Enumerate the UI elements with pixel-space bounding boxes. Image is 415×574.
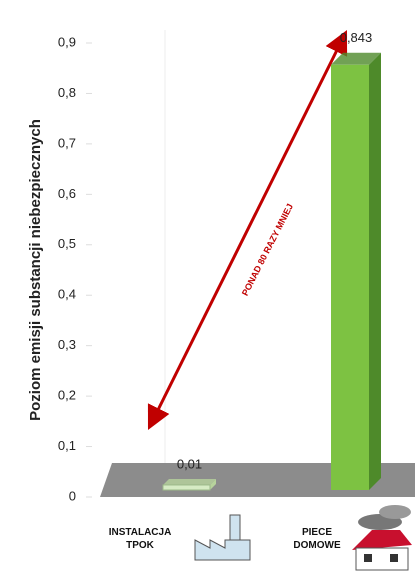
bar-side — [210, 478, 216, 490]
value-label: 0,843 — [340, 30, 373, 45]
annotation: PONAD 80 RAZY MNIEJ — [240, 202, 295, 297]
x-tick-label: PIECE DOMOWE — [293, 527, 341, 551]
value-label: 0,01 — [177, 456, 202, 471]
arrow — [147, 29, 348, 431]
y-tick-label: 0,2 — [58, 388, 76, 403]
y-tick-label: 0 — [69, 488, 76, 503]
bar-side — [369, 52, 381, 491]
bar-top — [163, 478, 216, 485]
bar — [331, 64, 369, 491]
y-tick-label: 0,3 — [58, 337, 76, 352]
y-tick-label: 0,9 — [58, 34, 76, 49]
y-tick-label: 0,6 — [58, 186, 76, 201]
x-tick-label: INSTALACJA TPOK — [108, 527, 172, 551]
bar — [162, 484, 211, 491]
y-axis-label: Poziom emisji substancji niebezpiecznych — [27, 119, 44, 421]
house-icon — [352, 505, 412, 571]
bar-top — [331, 52, 381, 65]
factory-icon — [194, 514, 251, 561]
y-tick-label: 0,8 — [58, 85, 76, 100]
y-tick-label: 0,5 — [58, 236, 76, 251]
y-tick-label: 0,7 — [58, 135, 76, 150]
y-tick-label: 0,1 — [58, 438, 76, 453]
y-tick-label: 0,4 — [58, 287, 76, 302]
